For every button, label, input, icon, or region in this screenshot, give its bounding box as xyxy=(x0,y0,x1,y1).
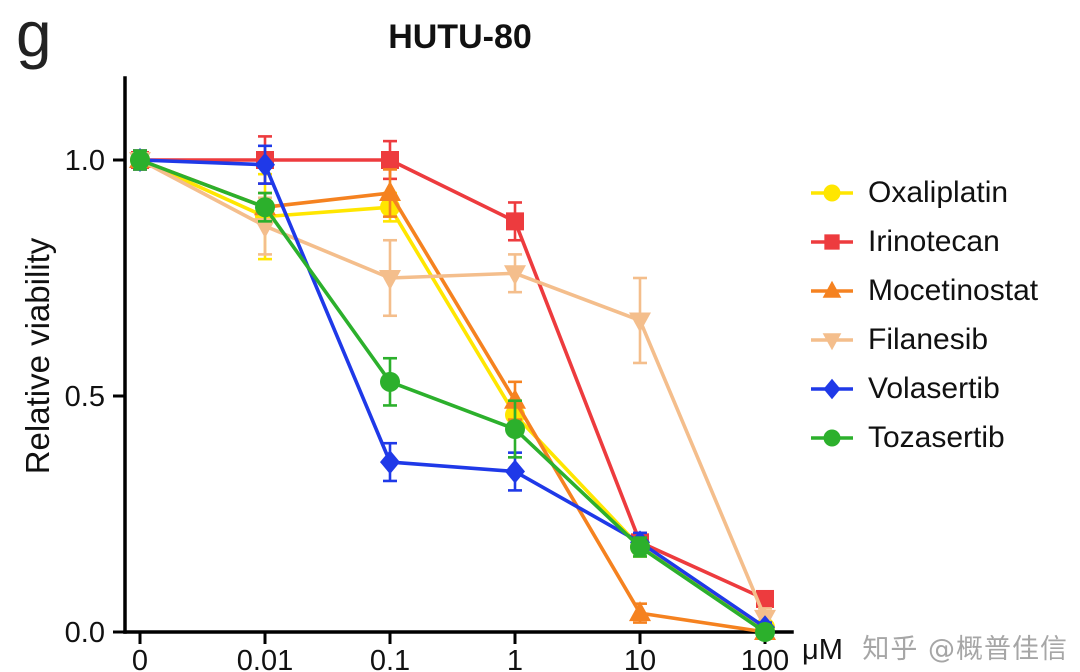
square-marker-icon xyxy=(811,233,853,250)
series-volasertib xyxy=(130,144,775,640)
circle-marker-icon xyxy=(811,184,853,201)
y-tick-label: 1.0 xyxy=(65,145,105,177)
legend: Oxaliplatin Irinotecan Mocetinostat Filanes… xyxy=(808,168,1038,462)
triangle-up-marker-icon xyxy=(811,280,853,298)
diamond-marker-icon xyxy=(811,378,853,399)
series-filanesib xyxy=(129,149,776,630)
legend-label: Tozasertib xyxy=(868,420,1005,454)
x-tick-label: 10 xyxy=(624,645,656,672)
y-tick-label: 0.0 xyxy=(65,617,105,649)
y-axis-ticks: 0.0 0.5 1.0 xyxy=(65,145,125,649)
x-axis-ticks: 0 0.01 0.1 1 10 100 xyxy=(132,632,789,672)
series-line-filanesib xyxy=(138,158,767,620)
series-oxaliplatin xyxy=(130,149,775,638)
legend-item-volasertib: Volasertib xyxy=(808,364,1038,413)
x-tick-label: 0 xyxy=(132,645,148,672)
legend-item-filanesib: Filanesib xyxy=(808,315,1038,364)
x-tick-label: 0.1 xyxy=(370,645,410,672)
series-mocetinostat xyxy=(129,148,776,640)
series-line-tozasertib xyxy=(138,158,767,634)
legend-label: Irinotecan xyxy=(868,224,1000,258)
circle-marker-icon xyxy=(811,429,853,446)
panel-label: g xyxy=(16,0,52,70)
x-tick-label: 100 xyxy=(741,645,789,672)
y-axis-label: Relative viability xyxy=(19,237,56,475)
series-line-volasertib xyxy=(138,158,767,630)
y-tick-label: 0.5 xyxy=(65,381,105,413)
x-axis-unit: μM xyxy=(802,634,843,666)
x-tick-label: 1 xyxy=(507,645,523,672)
chart-title: HUTU-80 xyxy=(388,18,532,56)
legend-label: Oxaliplatin xyxy=(868,175,1009,209)
series-tozasertib xyxy=(130,149,775,642)
legend-item-tozasertib: Tozasertib xyxy=(808,413,1038,462)
legend-item-oxaliplatin: Oxaliplatin xyxy=(808,168,1038,217)
legend-item-mocetinostat: Mocetinostat xyxy=(808,266,1038,315)
legend-label: Filanesib xyxy=(868,322,989,356)
triangle-down-marker-icon xyxy=(811,332,853,350)
legend-label: Mocetinostat xyxy=(868,273,1039,307)
series-line-irinotecan xyxy=(138,158,767,601)
watermark: 知乎 @概普佳信 xyxy=(862,634,1068,665)
axes xyxy=(123,76,794,634)
x-tick-label: 0.01 xyxy=(237,645,293,672)
legend-label: Volasertib xyxy=(868,371,1000,405)
legend-item-irinotecan: Irinotecan xyxy=(808,217,1038,266)
